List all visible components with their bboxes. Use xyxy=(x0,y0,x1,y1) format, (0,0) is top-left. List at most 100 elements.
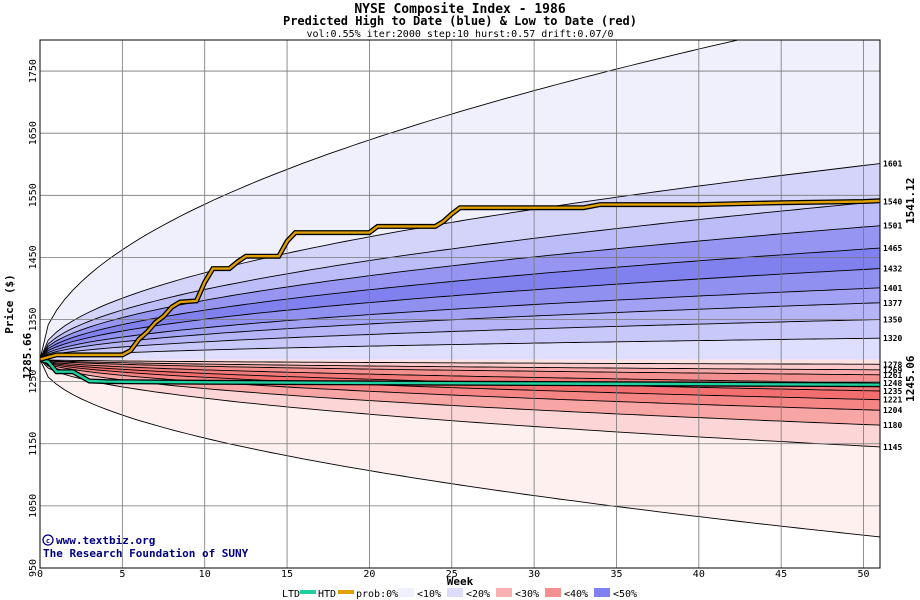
high-band-3 xyxy=(40,287,880,360)
band-value-label: 1269 xyxy=(883,366,902,375)
high-band-0 xyxy=(40,338,880,360)
band-boundary-line xyxy=(40,337,880,360)
band-value-label: 1221 xyxy=(883,396,902,405)
plot-border xyxy=(39,39,881,569)
credit-url: www.textbiz.org xyxy=(56,534,155,547)
band-value-label: 1601 xyxy=(883,160,902,169)
x-tick-label: 10 xyxy=(199,569,211,580)
band-boundary-line xyxy=(40,359,880,384)
band-value-label: 1320 xyxy=(883,334,902,343)
low-band-9 xyxy=(40,359,880,537)
legend-items: <10% <20% <30% <40% <50% xyxy=(398,588,637,600)
high-band-9 xyxy=(40,40,880,360)
legend-swatch-1 xyxy=(447,588,463,597)
band-value-label: 1350 xyxy=(883,316,902,325)
legend-item-label: <10% xyxy=(417,589,441,600)
ltd-line xyxy=(40,358,880,386)
band-value-label: 1278 xyxy=(883,360,902,369)
y-tick-label: 950 xyxy=(28,559,39,577)
low-band-5 xyxy=(40,359,880,400)
copyright-icon xyxy=(42,534,54,546)
band-value-label: 1540 xyxy=(883,198,902,207)
low-band-3 xyxy=(40,359,880,383)
band-value-label: 1248 xyxy=(883,379,902,388)
high-band-5 xyxy=(40,248,880,360)
band-boundary-line xyxy=(40,359,880,401)
plot-area xyxy=(39,39,881,569)
y-tick-label: 1750 xyxy=(28,59,39,83)
band-boundary-line xyxy=(40,287,880,360)
band-value-label: 1501 xyxy=(883,222,902,231)
legend-item-label: <50% xyxy=(613,589,637,600)
band-boundary-line xyxy=(40,359,880,371)
simulation-params: vol:0.55% iter:2000 step:10 hurst:0.57 d… xyxy=(306,29,613,40)
band-boundary-line xyxy=(40,201,880,360)
y-tick-label: 1450 xyxy=(28,245,39,269)
legend-htd-label: HTD xyxy=(318,589,336,600)
band-value-label: 1145 xyxy=(883,443,902,452)
y-axis-label: Price ($) xyxy=(3,274,16,334)
band-boundary-line xyxy=(40,40,740,360)
credit-org: The Research Foundation of SUNY xyxy=(43,547,249,560)
legend-swatch-0 xyxy=(398,588,414,597)
low-band-6 xyxy=(40,359,880,411)
x-tick-label: 30 xyxy=(528,569,540,580)
band-boundary-line xyxy=(40,163,880,360)
y-tick-label: 1550 xyxy=(28,183,39,207)
htd-line xyxy=(40,199,880,361)
x-tick-label: 0 xyxy=(37,569,43,580)
legend-ltd-swatch xyxy=(300,590,316,594)
x-tick-label: 35 xyxy=(610,569,622,580)
band-value-label: 1432 xyxy=(883,265,902,274)
x-tick-label: 40 xyxy=(693,569,705,580)
y-tick-label: 1050 xyxy=(28,494,39,518)
band-value-label: 1235 xyxy=(883,387,902,396)
high-band-8 xyxy=(40,163,880,360)
low-band-7 xyxy=(40,359,880,426)
x-axis-label: Week xyxy=(447,575,474,588)
high-band-1 xyxy=(40,319,880,360)
band-boundary-line xyxy=(40,359,880,365)
chart-subtitle: Predicted High to Date (blue) & Low to D… xyxy=(283,14,637,28)
band-boundary-line xyxy=(40,359,880,538)
start-value-label: 1285.66 xyxy=(21,332,34,379)
band-boundary-line xyxy=(40,359,880,426)
legend-ltd-label: LTD xyxy=(282,589,300,600)
y-tick-label: 1150 xyxy=(28,432,39,456)
x-axis-ticks: 0 5 10 15 20 25 30 35 40 45 50 xyxy=(37,569,870,580)
band-boundary-line xyxy=(40,359,880,376)
chart-title: NYSE Composite Index - 1986 xyxy=(354,2,565,17)
x-tick-label: 25 xyxy=(446,569,458,580)
x-tick-label: 15 xyxy=(281,569,293,580)
htd-final-value-label: 1541.12 xyxy=(904,178,917,224)
band-value-label: 1377 xyxy=(883,299,902,308)
y-tick-label: 1350 xyxy=(28,307,39,331)
band-value-label: 1465 xyxy=(883,244,902,253)
high-band-7 xyxy=(40,201,880,360)
band-boundary-labels: 1601 1540 1501 1465 1432 1401 1377 1350 1320 1278… xyxy=(883,160,902,452)
legend-item-label: <30% xyxy=(515,589,539,600)
legend-swatch-4 xyxy=(594,588,610,597)
legend-swatch-2 xyxy=(496,588,512,597)
band-value-label: 1180 xyxy=(883,421,902,430)
y-tick-label: 1650 xyxy=(28,121,39,145)
copyright-letter-icon: c xyxy=(46,537,50,545)
series-layer xyxy=(40,198,880,388)
band-value-label: 1261 xyxy=(883,371,902,380)
legend-prob-label: prob:0% xyxy=(356,589,398,600)
low-band-0 xyxy=(40,359,880,365)
credits: c www.textbiz.org The Research Foundatio… xyxy=(42,534,249,560)
y-axis-ticks: 950 1050 1150 1250 1350 1450 1550 1650 1750 xyxy=(28,59,39,577)
low-band-8 xyxy=(40,359,880,447)
x-tick-label: 20 xyxy=(363,569,375,580)
legend-swatch-3 xyxy=(545,588,561,597)
y-tick-label: 1250 xyxy=(28,370,39,394)
legend-htd-swatch xyxy=(338,590,354,594)
band-boundary-line xyxy=(40,359,880,448)
x-tick-label: 50 xyxy=(858,569,870,580)
legend-item-label: <20% xyxy=(466,589,490,600)
high-band-6 xyxy=(40,225,880,360)
band-boundary-line xyxy=(40,319,880,360)
high-band-4 xyxy=(40,268,880,360)
